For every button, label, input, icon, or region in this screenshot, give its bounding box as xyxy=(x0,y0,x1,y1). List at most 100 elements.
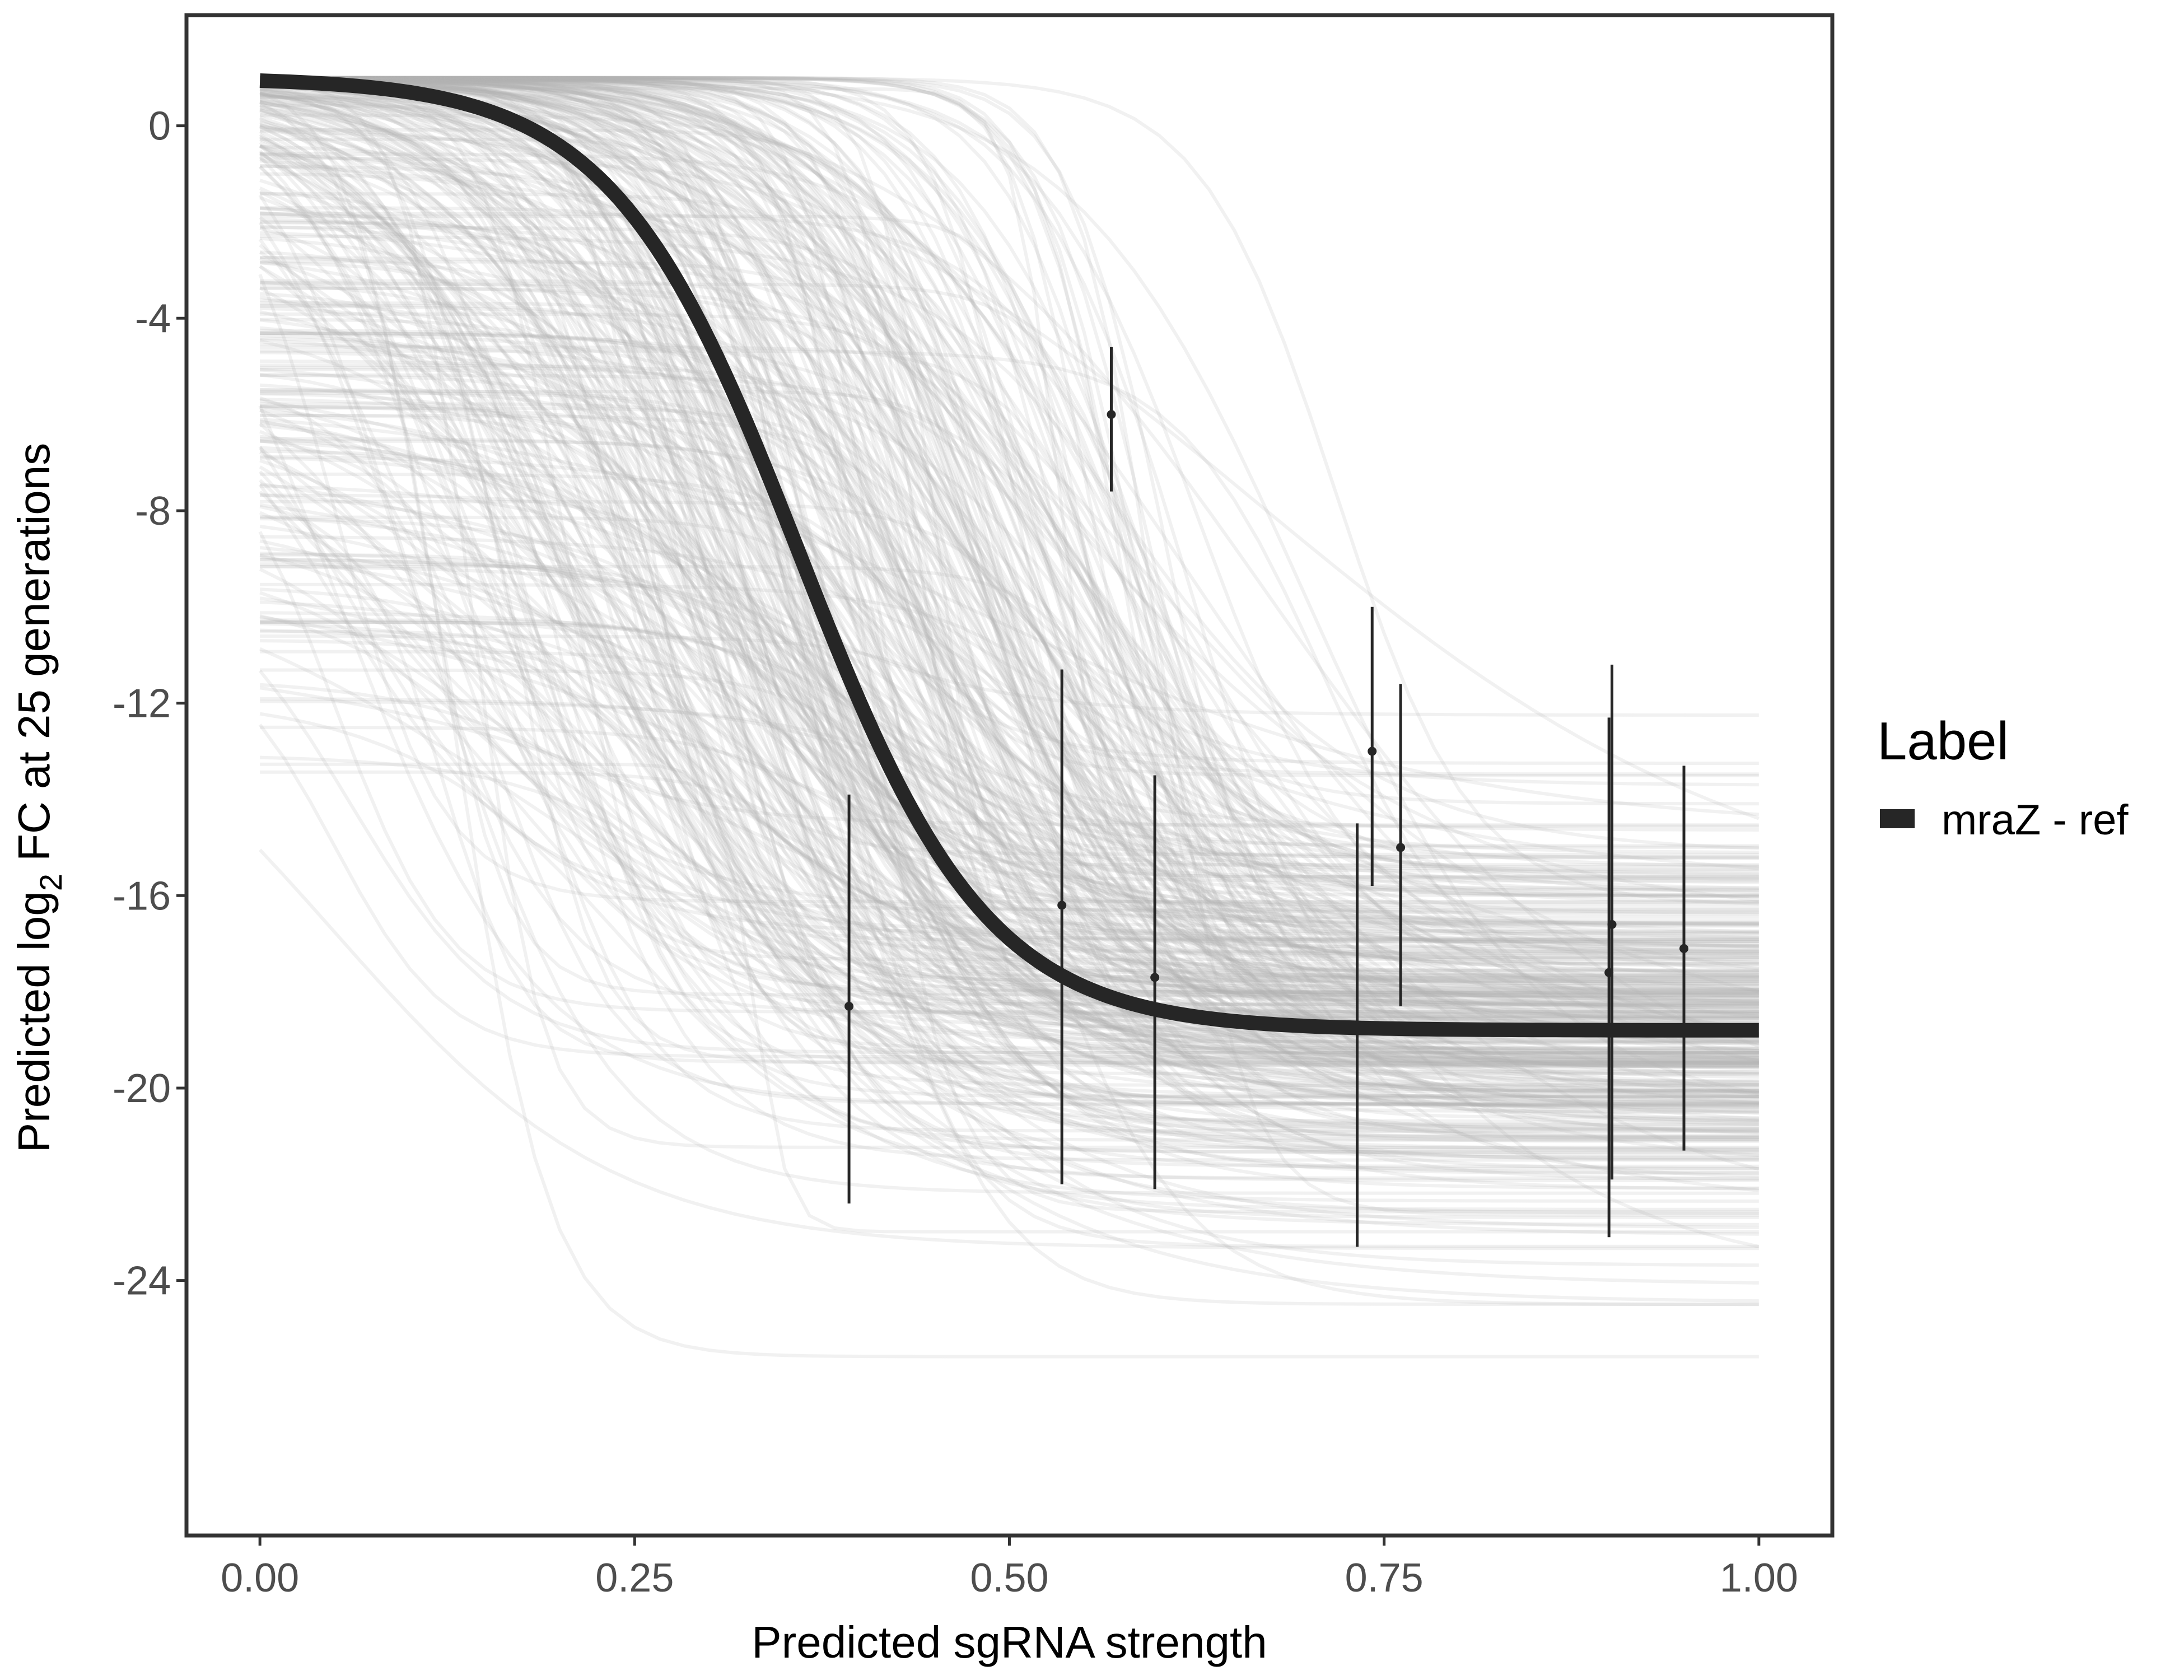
posterior-draw-line xyxy=(260,76,1759,1248)
posterior-draw-line xyxy=(260,77,1759,1131)
posterior-draw-line xyxy=(259,123,1759,1055)
posterior-draw-line xyxy=(260,206,1759,1065)
posterior-draw-line xyxy=(259,100,1759,1057)
posterior-draw-line xyxy=(259,83,1759,1067)
posterior-draw-line xyxy=(260,76,1759,899)
posterior-draw-line xyxy=(260,152,1759,1126)
posterior-draw-line xyxy=(260,95,1759,904)
posterior-draw-line xyxy=(260,77,1759,1162)
posterior-draw-line xyxy=(260,77,1759,877)
posterior-draw-line xyxy=(260,404,1759,993)
posterior-draw-line xyxy=(259,88,1759,1134)
posterior-draw-line xyxy=(260,413,1759,992)
posterior-draw-line xyxy=(260,76,1759,1083)
posterior-draw-line xyxy=(260,564,1759,1103)
y-axis-title-suffix: FC at 25 generations xyxy=(9,443,59,874)
posterior-draw-line xyxy=(260,500,1759,966)
posterior-draw-line xyxy=(260,77,1759,776)
posterior-draw-line xyxy=(260,286,1759,1133)
posterior-draw-line xyxy=(260,77,1759,1062)
x-tick-label: 0.25 xyxy=(595,1556,674,1600)
posterior-draw-line xyxy=(259,260,1759,1093)
posterior-draw-line xyxy=(260,221,1759,869)
posterior-draw-line xyxy=(260,76,1759,953)
y-tick-label: 0 xyxy=(148,104,171,149)
posterior-draw-line xyxy=(260,79,1759,1095)
posterior-draw-line xyxy=(260,129,1759,1060)
posterior-draw-line xyxy=(260,76,1759,1065)
posterior-draw-line xyxy=(260,77,1759,1087)
posterior-draw-line xyxy=(259,479,1759,995)
posterior-draw-line xyxy=(260,304,1759,1100)
posterior-draw-line xyxy=(260,226,1759,806)
posterior-draw-line xyxy=(260,639,1759,1066)
posterior-draw-line xyxy=(260,391,1759,828)
posterior-draw-line xyxy=(260,78,1759,997)
data-points xyxy=(844,347,1689,1247)
posterior-draw-line xyxy=(260,76,1759,972)
posterior-draw-line xyxy=(260,535,1759,881)
posterior-draw-line xyxy=(260,76,1759,1137)
posterior-draw-line xyxy=(260,366,1759,1019)
posterior-draw-line xyxy=(260,558,1759,959)
posterior-draw-line xyxy=(259,92,1759,1011)
posterior-draw-line xyxy=(260,332,1759,1057)
data-point xyxy=(844,1001,854,1011)
posterior-draw-line xyxy=(259,404,1759,1087)
posterior-draw-line xyxy=(259,94,1760,1171)
posterior-draw-line xyxy=(259,81,1759,907)
posterior-draw-line xyxy=(260,286,1759,1009)
posterior-draw-line xyxy=(260,332,1759,894)
posterior-draw-line xyxy=(260,292,1759,1168)
posterior-draw-line xyxy=(260,611,1759,938)
posterior-draw-line xyxy=(260,76,1759,906)
posterior-draw-line xyxy=(260,207,1759,953)
posterior-draw-line xyxy=(259,226,1759,997)
y-tick-label: -24 xyxy=(113,1259,171,1304)
posterior-draw-line xyxy=(259,119,1759,1115)
posterior-draw-line xyxy=(259,482,1759,1015)
posterior-draw-line xyxy=(259,423,1759,1267)
posterior-draw-line xyxy=(260,77,1759,1109)
posterior-draw-line xyxy=(259,435,1759,1099)
posterior-draw-line xyxy=(259,555,1759,1062)
posterior-draw-line xyxy=(259,421,1759,1040)
posterior-draw-line xyxy=(260,558,1759,1054)
posterior-draw-line xyxy=(258,194,1759,1015)
posterior-draw-line xyxy=(260,164,1759,1027)
posterior-draw-line xyxy=(260,218,1759,1099)
posterior-draw-line xyxy=(260,76,1759,1051)
posterior-draw-line xyxy=(260,77,1759,884)
posterior-draw-line xyxy=(259,117,1759,1123)
posterior-draw-line xyxy=(260,76,1759,1123)
posterior-draw-line xyxy=(260,76,1759,1065)
posterior-draw-line xyxy=(260,126,1759,1191)
posterior-draw-line xyxy=(260,80,1760,1048)
posterior-draw-line xyxy=(260,279,1759,879)
posterior-draw-line xyxy=(260,77,1759,1093)
posterior-draw-line xyxy=(260,78,1759,854)
posterior-draw-line xyxy=(260,76,1759,1068)
posterior-draw-line xyxy=(260,76,1759,1106)
posterior-draw-line xyxy=(259,493,1759,832)
posterior-draw-line xyxy=(260,392,1759,1056)
posterior-draw-line xyxy=(260,622,1759,1138)
posterior-draw-line xyxy=(259,686,1759,1121)
posterior-draw-line xyxy=(260,77,1759,1170)
posterior-draw-line xyxy=(259,525,1759,1113)
posterior-draw-line xyxy=(260,76,1759,1068)
posterior-draw-line xyxy=(260,77,1759,1065)
posterior-draw-line xyxy=(260,628,1759,1093)
posterior-draw-line xyxy=(259,82,1759,1054)
posterior-draw-line xyxy=(260,77,1759,982)
posterior-draw-line xyxy=(260,329,1759,1132)
posterior-draw-line xyxy=(260,725,1759,1159)
posterior-draw-line xyxy=(259,92,1760,993)
posterior-draw-line xyxy=(259,92,1759,1113)
posterior-draw-line xyxy=(260,331,1759,976)
posterior-draw-line xyxy=(260,312,1759,1093)
posterior-draw-line xyxy=(260,77,1759,983)
posterior-draw-line xyxy=(259,408,1759,1008)
posterior-draw-line xyxy=(258,724,1759,1058)
y-tick-label: -20 xyxy=(113,1066,171,1111)
